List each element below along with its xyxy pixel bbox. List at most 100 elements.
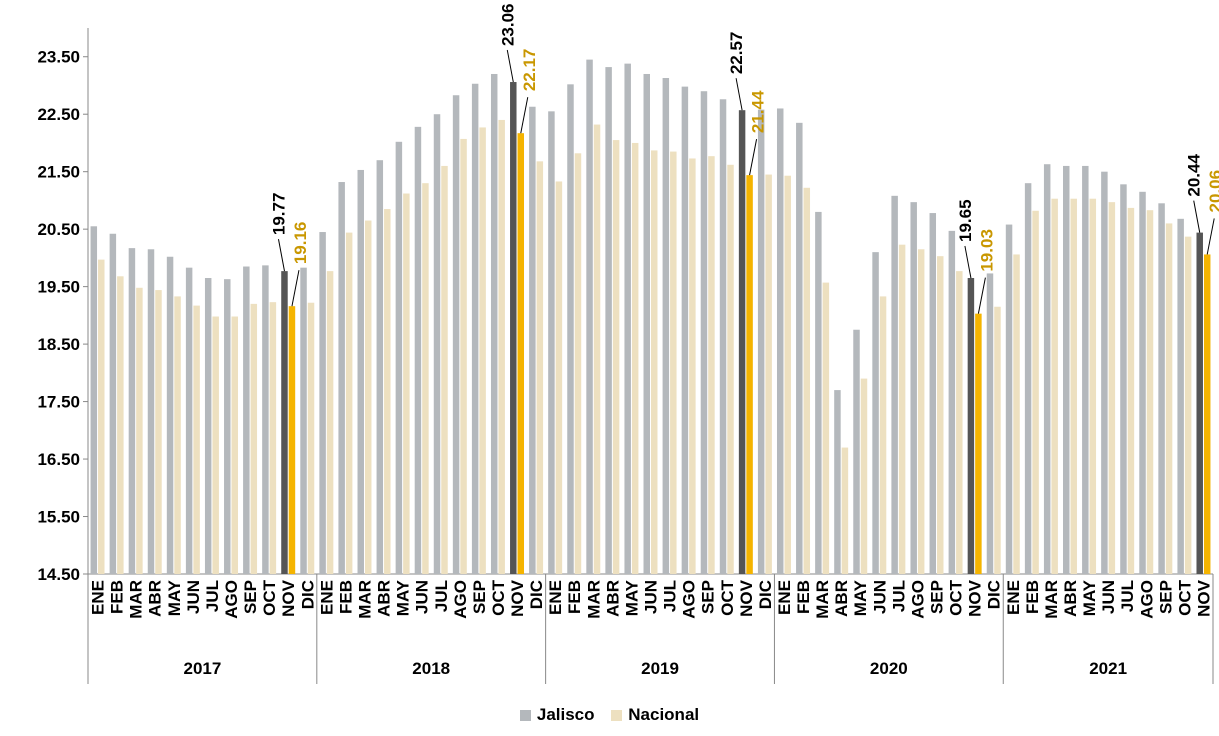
- annotation-leader-nacional: [291, 270, 300, 307]
- x-tick-label: OCT: [260, 579, 279, 616]
- x-tick-label: AGO: [908, 580, 927, 619]
- bar-jalisco: [834, 390, 841, 574]
- bar-jalisco: [128, 248, 136, 574]
- annotation-label-jalisco: 22.57: [727, 32, 746, 75]
- bar-jalisco: [1005, 224, 1013, 574]
- x-tick-label: OCT: [1175, 579, 1194, 616]
- bar-jalisco: [109, 233, 117, 574]
- bar-jalisco: [605, 67, 612, 575]
- x-tick-label: MAY: [851, 579, 870, 616]
- bar-nacional: [441, 165, 448, 575]
- x-tick-label: OCT: [489, 579, 508, 616]
- x-tick-label: ENE: [1004, 580, 1023, 615]
- y-tick-label: 22.50: [37, 105, 80, 124]
- bar-nacional: [326, 271, 334, 574]
- x-tick-label: SEP: [241, 580, 260, 614]
- annotation-label-jalisco: 19.65: [956, 199, 975, 242]
- bar-nacional: [1089, 198, 1097, 574]
- bar-nacional: [231, 316, 238, 574]
- annotation-leader-jalisco: [964, 245, 972, 279]
- bar-jalisco: [224, 279, 231, 574]
- x-tick-label: ABR: [603, 580, 622, 617]
- bar-nacional: [822, 282, 830, 574]
- bar-jalisco: [338, 182, 345, 574]
- bar-jalisco: [395, 141, 403, 574]
- annotation-leader-jalisco: [277, 239, 285, 272]
- bar-jalisco: [357, 169, 364, 574]
- bar-nacional: [498, 119, 505, 575]
- year-label: 2019: [641, 659, 679, 678]
- bar-nacional: [879, 296, 887, 574]
- bar-nacional: [136, 287, 143, 574]
- bar-jalisco: [1120, 184, 1127, 574]
- y-tick-label: 17.50: [37, 393, 80, 412]
- annotation-leader-jalisco: [1193, 200, 1201, 233]
- bar-nacional: [307, 302, 315, 574]
- bar-nacional: [994, 306, 1001, 574]
- bar-jalisco: [548, 111, 555, 574]
- bar-nacional: [269, 302, 277, 574]
- x-tick-label: DIC: [985, 580, 1004, 609]
- bar-nacional: [479, 127, 486, 574]
- annotation-label-jalisco: 23.06: [498, 3, 517, 46]
- bar-jalisco: [891, 195, 898, 574]
- bar-nacional: [1127, 207, 1135, 574]
- bar-jalisco: [796, 122, 803, 575]
- bar-nacional: [1032, 210, 1039, 575]
- bar-jalisco: [243, 266, 250, 574]
- x-tick-label: SEP: [699, 580, 718, 614]
- x-tick-label: OCT: [718, 579, 737, 616]
- x-tick-label: FEB: [1023, 580, 1042, 614]
- x-tick-label: ENE: [546, 580, 565, 615]
- bar-nacional: [651, 150, 658, 574]
- annotation-label-jalisco: 19.77: [269, 193, 288, 236]
- bar-jalisco: [1082, 165, 1089, 575]
- bar-nacional: [345, 232, 353, 574]
- bar-jalisco: [204, 278, 212, 574]
- x-tick-label: NOV: [966, 579, 985, 617]
- y-tick-label: 15.50: [37, 508, 80, 527]
- x-tick-label: JUL: [432, 580, 451, 612]
- bar-jalisco: [1024, 183, 1032, 574]
- bar-nacional: [1146, 210, 1154, 574]
- x-tick-label: MAY: [165, 579, 184, 616]
- x-tick-label: MAR: [813, 580, 832, 619]
- x-tick-label: FEB: [108, 580, 127, 614]
- bar-jalisco: [986, 273, 994, 574]
- x-tick-label: ENE: [89, 580, 108, 615]
- legend-item-nacional: Nacional: [611, 705, 699, 725]
- bar-jalisco: [643, 73, 650, 575]
- legend-item-jalisco: Jalisco: [519, 705, 595, 725]
- x-tick-label: JUN: [1099, 580, 1118, 614]
- x-tick-label: JUL: [661, 580, 680, 612]
- x-tick-label: MAY: [394, 579, 413, 616]
- chart-legend: Jalisco Nacional: [0, 705, 1219, 726]
- x-tick-label: SEP: [928, 580, 947, 614]
- bar-nacional: [117, 276, 124, 574]
- bar-nacional: [917, 249, 925, 574]
- y-tick-label: 14.50: [37, 565, 80, 584]
- bar-nacional: [1108, 202, 1116, 574]
- bar-jalisco: [681, 86, 689, 574]
- bar-nacional: [460, 138, 467, 575]
- x-tick-label: SEP: [470, 580, 489, 614]
- bar-nacional: [860, 378, 868, 574]
- bar-jalisco: [967, 278, 975, 574]
- bar-nacional: [727, 164, 734, 575]
- x-tick-label: MAR: [584, 580, 603, 619]
- bar-nacional: [803, 187, 811, 574]
- x-tick-label: ABR: [1061, 580, 1080, 617]
- bar-jalisco: [1177, 218, 1184, 575]
- bar-jalisco: [853, 329, 860, 574]
- x-tick-label: ENE: [317, 580, 336, 615]
- bar-nacional: [631, 142, 639, 574]
- x-tick-label: AGO: [680, 580, 699, 619]
- bar-jalisco: [700, 91, 708, 574]
- bar-jalisco: [281, 271, 288, 574]
- annotation-leader-nacional: [520, 97, 529, 134]
- bar-nacional: [898, 244, 906, 575]
- legend-label-nacional: Nacional: [628, 705, 700, 724]
- annotation-label-nacional: 19.03: [977, 229, 996, 272]
- bar-nacional: [765, 174, 772, 574]
